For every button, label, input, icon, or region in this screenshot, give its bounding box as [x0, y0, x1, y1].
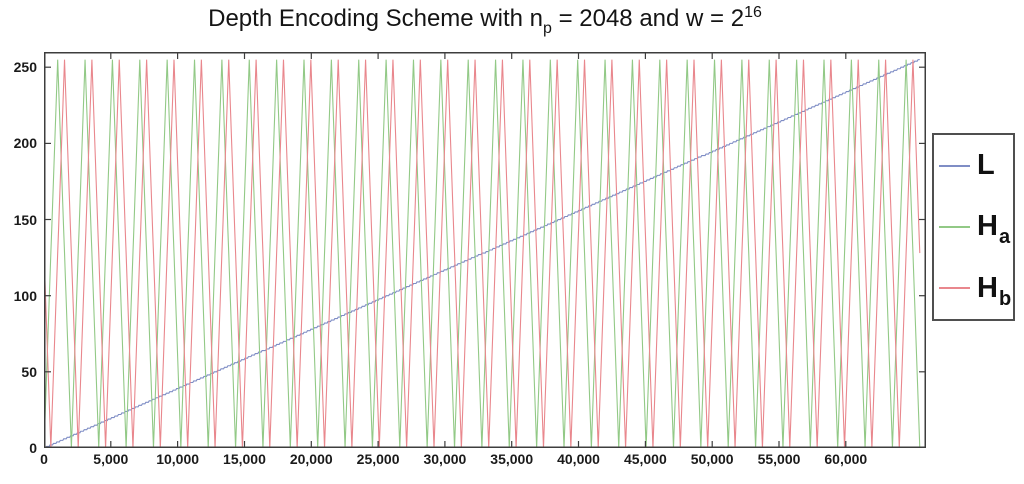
y-tick-label: 200	[13, 135, 37, 152]
chart-title-subscript: p	[543, 20, 552, 37]
x-tick-label: 0	[40, 451, 48, 467]
legend-label-ha: Ha	[977, 210, 1011, 249]
x-tick-label: 25,000	[356, 451, 400, 467]
legend-line-l	[939, 164, 970, 167]
legend-label-subscript: b	[998, 287, 1012, 310]
legend-line-ha	[939, 225, 970, 228]
x-tick-label: 60,000	[824, 451, 868, 467]
legend-line-hb	[939, 287, 970, 290]
y-tick-label: 250	[13, 59, 37, 76]
x-tick-label: 45,000	[623, 451, 667, 467]
legend-entry-l: L	[934, 151, 1013, 180]
y-tick-label: 0	[29, 440, 37, 456]
y-tick-label: 100	[13, 287, 37, 304]
x-tick-label: 40,000	[557, 451, 600, 467]
x-tick-label: 15,000	[223, 451, 266, 467]
plot-canvas	[44, 52, 926, 448]
x-tick-label: 55,000	[757, 451, 801, 467]
chart-title-text: Depth Encoding Scheme with n	[208, 5, 543, 32]
legend-label-l: L	[977, 149, 995, 182]
legend-label-hb: Hb	[977, 271, 1012, 310]
x-tick-label: 30,000	[423, 451, 467, 467]
y-tick-label: 50	[21, 363, 37, 380]
x-tick-label: 20,000	[289, 451, 333, 467]
plot-frame	[44, 52, 926, 448]
x-tick-label: 5,000	[93, 451, 129, 467]
chart-title: Depth Encoding Scheme with np = 2048 and…	[44, 4, 926, 37]
legend-entry-ha: Ha	[934, 210, 1013, 249]
series-line-hb	[44, 59, 921, 448]
legend-label-subscript: a	[998, 226, 1011, 249]
legend-entry-hb: Hb	[934, 271, 1013, 310]
chart-title-superscript: 16	[744, 4, 762, 21]
x-tick-label: 10,000	[156, 451, 200, 467]
series-line-ha	[44, 59, 921, 448]
legend: L Ha Hb	[932, 133, 1015, 321]
x-tick-label: 35,000	[490, 451, 534, 467]
y-tick-label: 150	[13, 211, 37, 228]
x-tick-label: 50,000	[690, 451, 734, 467]
chart-title-text-2: = 2048 and w = 2	[551, 5, 745, 32]
plot-area	[44, 52, 926, 448]
